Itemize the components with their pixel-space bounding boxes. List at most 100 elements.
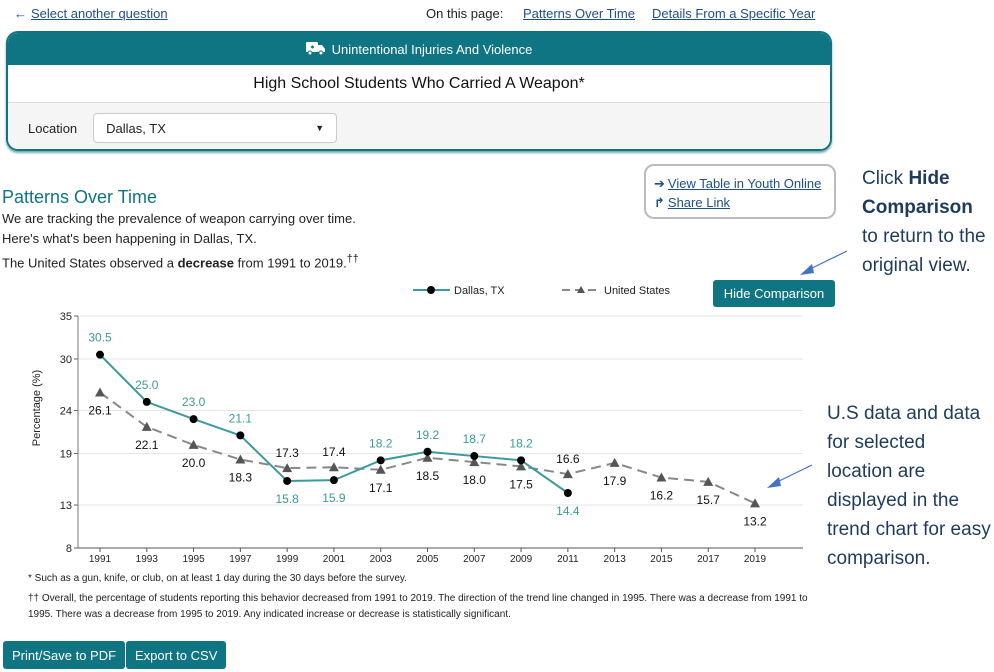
us-data-label: 26.1: [88, 403, 112, 417]
dallas-point: [96, 350, 104, 359]
section-description: We are tracking the prevalence of weapon…: [2, 209, 359, 273]
on-this-page-label: On this page:: [426, 6, 504, 21]
annot-text: to return to the original view.: [862, 226, 986, 276]
us-series-line: [99, 391, 756, 505]
annot-bold: Hide Comparison: [862, 168, 973, 218]
us-data-label: 13.2: [743, 514, 767, 528]
x-tick-label: 2017: [697, 554, 720, 565]
us-point: [562, 469, 573, 479]
dallas-data-label: 15.9: [322, 491, 346, 505]
us-data-label: 17.3: [275, 446, 299, 460]
patterns-over-time-link[interactable]: Patterns Over Time: [523, 6, 635, 21]
us-point: [188, 439, 199, 449]
dallas-data-label: 19.2: [416, 428, 440, 442]
dallas-point: [423, 447, 432, 456]
dallas-data-label: 30.5: [88, 331, 112, 345]
us-point: [469, 457, 480, 467]
us-point: [516, 461, 527, 471]
dallas-point: [329, 476, 338, 485]
desc-bold: decrease: [177, 255, 234, 271]
dallas-series-line: [99, 353, 569, 494]
dallas-data-label: 21.1: [229, 411, 253, 425]
y-tick-label: 13: [60, 500, 72, 512]
us-data-label: 17.1: [369, 481, 393, 495]
x-tick-label: 2011: [557, 554, 579, 565]
desc-line: The United States observed a decrease fr…: [2, 249, 359, 273]
dallas-point: [517, 456, 526, 465]
location-select[interactable]: Dallas, TX ▼: [93, 113, 338, 143]
dallas-point: [189, 415, 198, 424]
legend-dallas-marker: [427, 286, 435, 294]
ambulance-icon: [305, 41, 326, 58]
x-tick-label: 2015: [650, 554, 673, 565]
y-tick-label: 19: [60, 448, 72, 460]
legend: Dallas, TX United States: [413, 285, 671, 297]
x-tick-label: 1993: [136, 554, 159, 565]
dallas-point: [283, 476, 292, 485]
annot-text: Click: [862, 168, 909, 189]
us-data-label: 18.3: [229, 470, 253, 484]
y-tick-label: 24: [60, 406, 72, 418]
export-csv-button[interactable]: Export to CSV: [126, 641, 227, 669]
legend-dallas-label: Dallas, TX: [454, 285, 505, 297]
us-point: [375, 464, 386, 474]
us-data-label: 16.6: [556, 452, 580, 466]
x-tick-label: 1997: [229, 554, 252, 565]
caret-down-icon: ▼: [315, 123, 325, 133]
x-tick-label: 1995: [182, 554, 205, 565]
category-header: Unintentional Injuries And Violence: [8, 33, 830, 65]
x-tick-label: 2001: [323, 554, 346, 565]
dallas-point: [376, 456, 385, 465]
us-point: [422, 452, 433, 462]
x-tick-label: 2019: [744, 554, 767, 565]
y-tick-label: 35: [60, 311, 72, 323]
x-tick-label: 2003: [370, 554, 393, 565]
details-specific-year-link[interactable]: Details From a Specific Year: [652, 6, 816, 21]
y-tick-label: 30: [60, 354, 72, 366]
arrow-right-icon: ➔: [654, 176, 665, 191]
dallas-point: [142, 397, 151, 406]
category-label: Unintentional Injuries And Violence: [331, 41, 533, 57]
share-link[interactable]: Share Link: [667, 195, 731, 210]
legend-us-marker: [577, 286, 585, 293]
annotation-comparison: U.S data and data for selected location …: [827, 403, 991, 569]
dallas-data-label: 18.2: [369, 436, 393, 450]
footnote: †† Overall, the percentage of students r…: [28, 593, 808, 620]
location-label: Location: [28, 120, 78, 136]
dallas-point: [563, 489, 572, 498]
y-axis-label: Percentage (%): [31, 370, 43, 446]
print-pdf-button[interactable]: Print/Save to PDF: [3, 641, 126, 669]
us-data-label: 18.0: [463, 473, 487, 487]
desc-text: The United States observed a: [2, 255, 178, 271]
location-value: Dallas, TX: [106, 120, 166, 136]
us-point: [656, 472, 667, 482]
dallas-point: [236, 431, 245, 440]
us-point: [141, 421, 152, 431]
us-data-label: 17.9: [603, 474, 627, 488]
us-data-label: 20.0: [182, 456, 206, 470]
dallas-point: [470, 452, 479, 461]
footnotes: * Such as a gun, knife, or club, on at l…: [28, 571, 828, 623]
us-point: [282, 463, 293, 473]
dallas-data-label: 18.7: [463, 432, 487, 446]
us-point: [609, 457, 620, 467]
x-tick-label: 2007: [463, 554, 486, 565]
annotation-arrow: [767, 250, 848, 488]
footnote-mark: ††: [346, 253, 359, 265]
back-link[interactable]: ← Select another question: [14, 6, 168, 21]
us-data-label: 15.7: [697, 493, 721, 507]
annotation-hide: Click Hide Comparison to return to the o…: [862, 164, 992, 280]
hide-comparison-button[interactable]: Hide Comparison: [713, 280, 835, 307]
us-data-label: 18.5: [416, 469, 440, 483]
us-point: [95, 387, 105, 397]
us-data-label: 17.4: [322, 445, 346, 459]
us-data-label: 16.2: [650, 489, 674, 503]
desc-line: We are tracking the prevalence of weapon…: [2, 211, 356, 226]
dallas-data-label: 23.0: [182, 395, 206, 409]
us-point: [750, 498, 760, 508]
us-point: [703, 476, 714, 486]
footnote: * Such as a gun, knife, or club, on at l…: [28, 573, 407, 584]
links-box: ➔ View Table in Youth Online ↱ Share Link: [644, 164, 836, 219]
view-table-link[interactable]: View Table in Youth Online: [667, 176, 822, 191]
